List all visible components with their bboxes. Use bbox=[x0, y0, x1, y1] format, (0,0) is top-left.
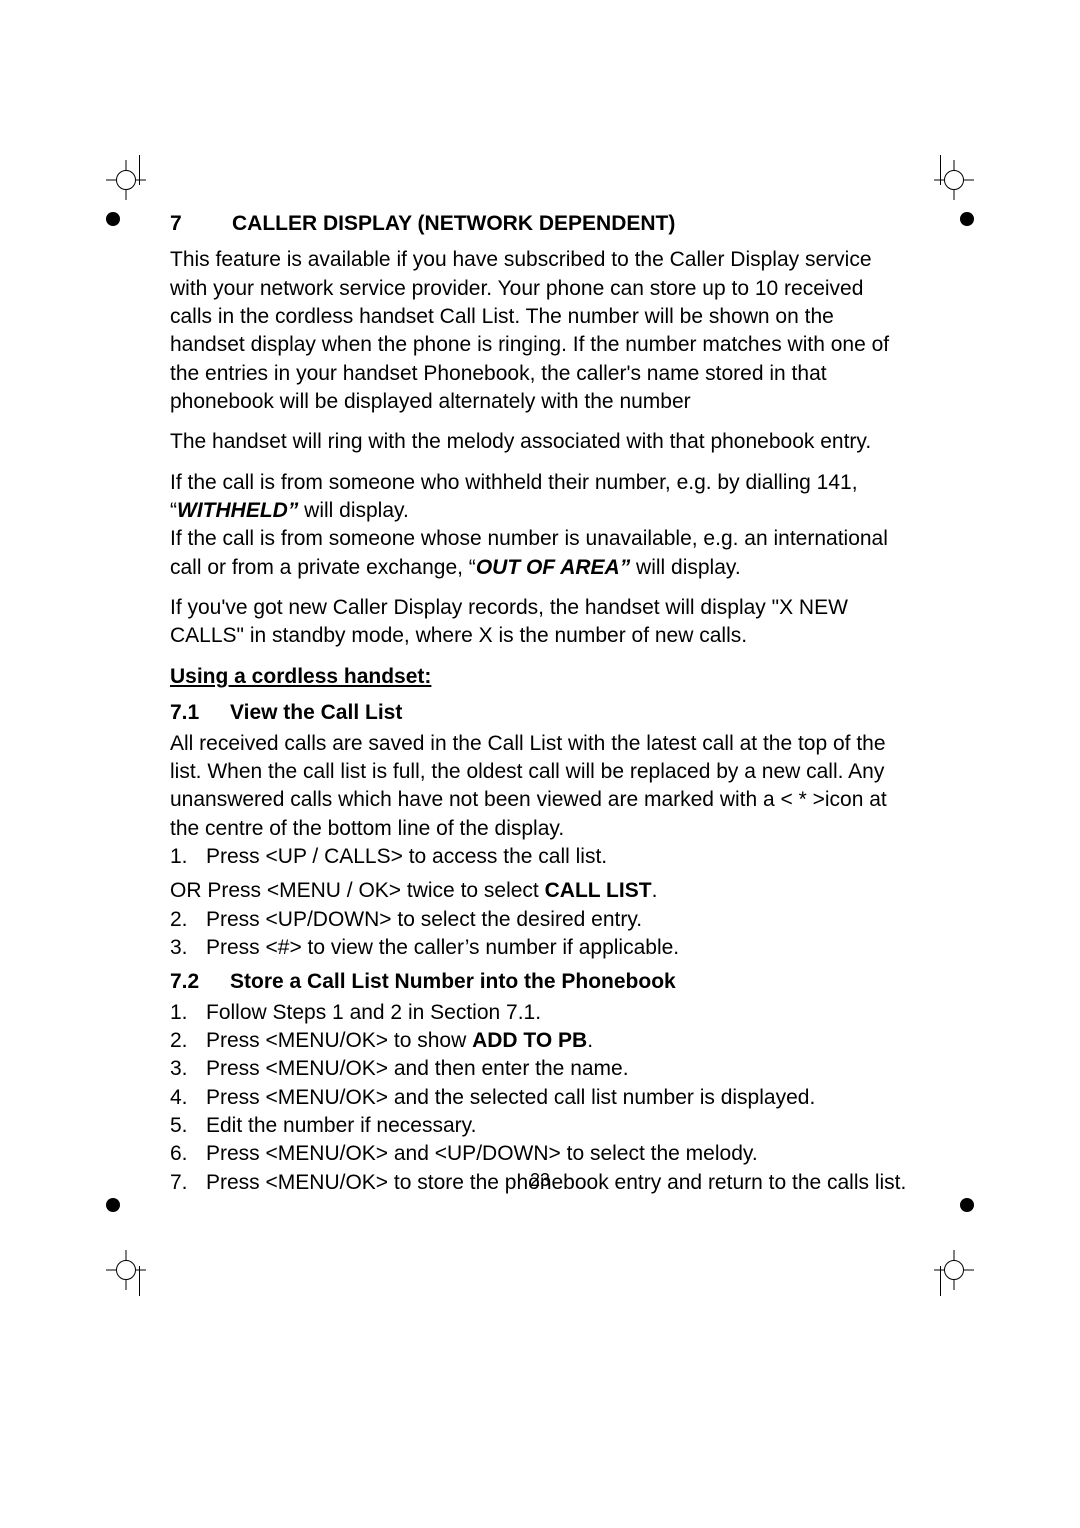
intro-paragraph-4: If the call is from someone whose number… bbox=[170, 525, 910, 582]
list-item: 1.Press <UP / CALLS> to access the call … bbox=[170, 843, 910, 871]
or-post: . bbox=[652, 879, 658, 902]
section-title: CALLER DISPLAY (NETWORK DEPENDENT) bbox=[232, 212, 675, 235]
step-number: 2. bbox=[170, 1027, 206, 1055]
crop-dot bbox=[960, 212, 974, 226]
step-text: Follow Steps 1 and 2 in Section 7.1. bbox=[206, 1001, 541, 1024]
registration-mark bbox=[106, 1250, 146, 1290]
section-number: 7 bbox=[170, 210, 232, 238]
crop-edge bbox=[139, 155, 140, 185]
crop-edge bbox=[940, 1266, 941, 1296]
s71-steps: 1.Press <UP / CALLS> to access the call … bbox=[170, 843, 910, 871]
p4-post: will display. bbox=[636, 556, 741, 579]
step-number: 5. bbox=[170, 1112, 206, 1140]
list-item: 2.Press <MENU/OK> to show ADD TO PB. bbox=[170, 1027, 910, 1055]
crop-edge bbox=[940, 155, 941, 185]
list-item: 3.Press <#> to view the caller’s number … bbox=[170, 934, 910, 962]
step-pre: Press <MENU/OK> to show bbox=[206, 1029, 472, 1052]
add-to-pb-label: ADD TO PB bbox=[472, 1029, 587, 1052]
registration-mark bbox=[106, 160, 146, 200]
list-item: 5.Edit the number if necessary. bbox=[170, 1112, 910, 1140]
step-text: Press <#> to view the caller’s number if… bbox=[206, 936, 679, 959]
step-text: Press <UP / CALLS> to access the call li… bbox=[206, 845, 607, 868]
subsection-number: 7.2 bbox=[170, 968, 230, 996]
step-number: 1. bbox=[170, 843, 206, 871]
out-of-area-label: OUT OF AREA” bbox=[476, 556, 636, 579]
page-number: 23 bbox=[0, 1170, 1080, 1191]
step-number: 2. bbox=[170, 906, 206, 934]
list-item: 1.Follow Steps 1 and 2 in Section 7.1. bbox=[170, 999, 910, 1027]
step-text: Press <UP/DOWN> to select the desired en… bbox=[206, 908, 642, 931]
or-pre: OR Press <MENU / OK> twice to select bbox=[170, 879, 545, 902]
withheld-label: WITHHELD” bbox=[177, 499, 304, 522]
step-post: . bbox=[587, 1029, 593, 1052]
s72-steps: 1.Follow Steps 1 and 2 in Section 7.1. 2… bbox=[170, 999, 910, 1197]
list-item: 2.Press <UP/DOWN> to select the desired … bbox=[170, 906, 910, 934]
call-list-label: CALL LIST bbox=[545, 879, 652, 902]
step-text: Press <MENU/OK> and then enter the name. bbox=[206, 1057, 629, 1080]
page-content: 7CALLER DISPLAY (NETWORK DEPENDENT) This… bbox=[170, 210, 910, 1203]
crop-edge bbox=[139, 1266, 140, 1296]
s71-or-line: OR Press <MENU / OK> twice to select CAL… bbox=[170, 877, 910, 905]
crop-dot bbox=[960, 1198, 974, 1212]
step-number: 3. bbox=[170, 1055, 206, 1083]
intro-paragraph-2: The handset will ring with the melody as… bbox=[170, 428, 910, 456]
list-item: 6.Press <MENU/OK> and <UP/DOWN> to selec… bbox=[170, 1140, 910, 1168]
crop-dot bbox=[106, 1198, 120, 1212]
list-item: 4.Press <MENU/OK> and the selected call … bbox=[170, 1084, 910, 1112]
s71-steps-cont: 2.Press <UP/DOWN> to select the desired … bbox=[170, 906, 910, 963]
step-number: 1. bbox=[170, 999, 206, 1027]
subsection-7-1-header: 7.1View the Call List bbox=[170, 699, 910, 727]
subsection-7-2-header: 7.2Store a Call List Number into the Pho… bbox=[170, 968, 910, 996]
list-item: 3.Press <MENU/OK> and then enter the nam… bbox=[170, 1055, 910, 1083]
section-7-header: 7CALLER DISPLAY (NETWORK DEPENDENT) bbox=[170, 210, 910, 238]
step-number: 4. bbox=[170, 1084, 206, 1112]
step-text: Press <MENU/OK> and <UP/DOWN> to select … bbox=[206, 1142, 758, 1165]
intro-paragraph-5: If you've got new Caller Display records… bbox=[170, 594, 910, 651]
subsection-number: 7.1 bbox=[170, 699, 230, 727]
step-text: Press <MENU/OK> and the selected call li… bbox=[206, 1086, 815, 1109]
p3-post: will display. bbox=[304, 499, 409, 522]
crop-dot bbox=[106, 212, 120, 226]
subsection-title: View the Call List bbox=[230, 701, 402, 724]
step-number: 6. bbox=[170, 1140, 206, 1168]
using-cordless-heading: Using a cordless handset: bbox=[170, 663, 910, 691]
subsection-title: Store a Call List Number into the Phoneb… bbox=[230, 970, 676, 993]
intro-paragraph-3: If the call is from someone who withheld… bbox=[170, 469, 910, 526]
s71-paragraph: All received calls are saved in the Call… bbox=[170, 730, 910, 843]
step-number: 3. bbox=[170, 934, 206, 962]
step-text: Edit the number if necessary. bbox=[206, 1114, 476, 1137]
intro-paragraph-1: This feature is available if you have su… bbox=[170, 246, 910, 416]
